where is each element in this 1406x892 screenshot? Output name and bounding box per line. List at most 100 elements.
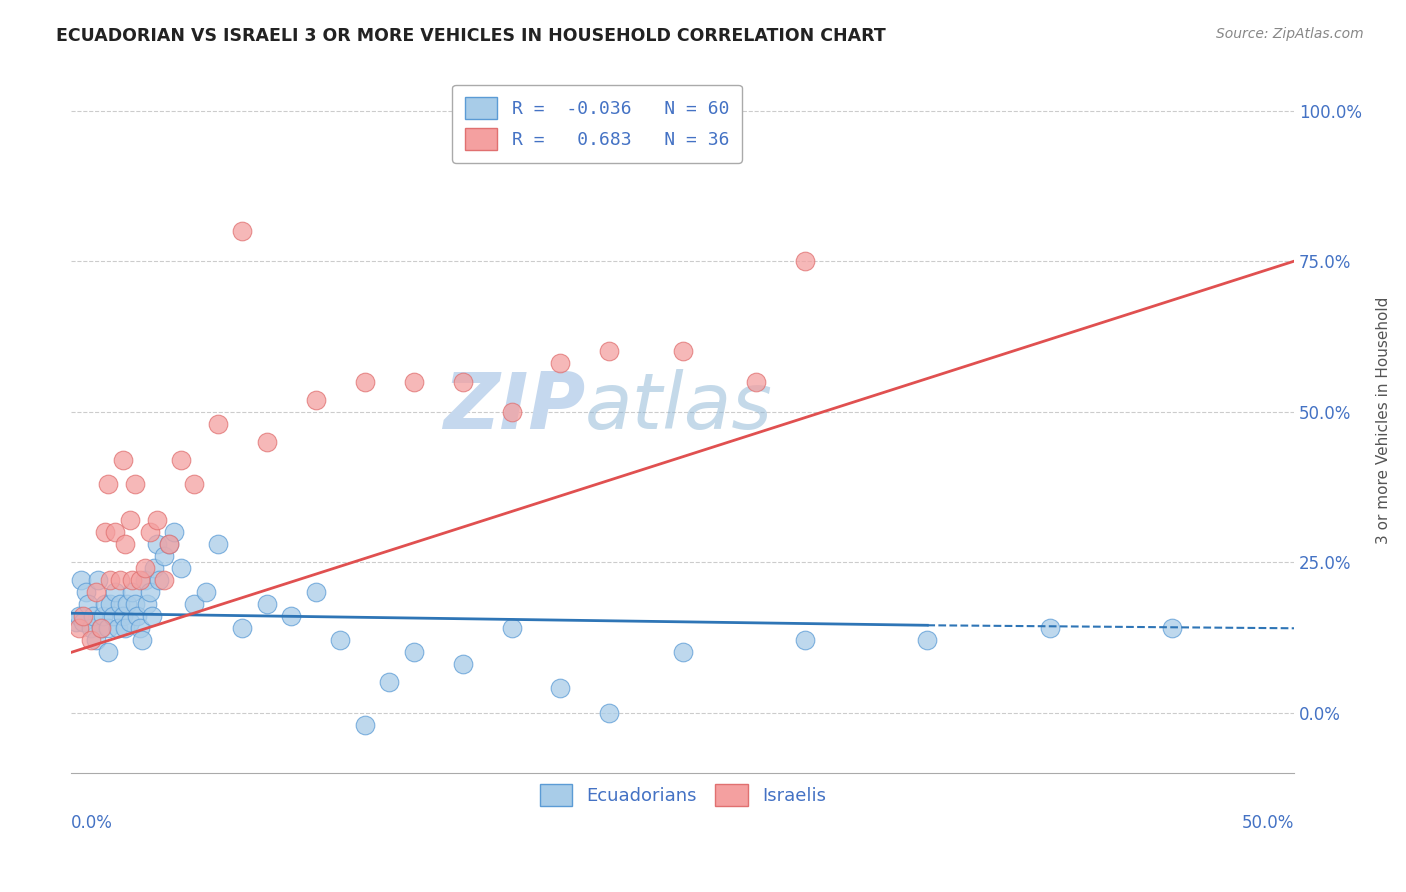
Text: 50.0%: 50.0% (1241, 814, 1295, 832)
Point (256, 597, 278, 611)
Point (672, 645, 695, 659)
Point (153, 549, 176, 563)
Point (65, 615, 87, 630)
Point (72, 615, 94, 630)
Point (100, 597, 122, 611)
Point (207, 537, 229, 551)
Point (183, 597, 205, 611)
Point (72, 609, 94, 624)
Point (118, 513, 141, 527)
Point (1161, 621, 1184, 635)
Point (194, 585, 217, 599)
Point (153, 573, 176, 587)
Point (143, 561, 166, 575)
Point (97, 645, 120, 659)
Text: ECUADORIAN VS ISRAELI 3 OR MORE VEHICLES IN HOUSEHOLD CORRELATION CHART: ECUADORIAN VS ISRAELI 3 OR MORE VEHICLES… (56, 27, 886, 45)
Point (67, 621, 90, 635)
Point (121, 585, 143, 599)
Point (108, 573, 131, 587)
Text: atlas: atlas (585, 368, 773, 444)
Point (305, 392, 328, 407)
Text: 0.0%: 0.0% (72, 814, 112, 832)
Legend: Ecuadorians, Israelis: Ecuadorians, Israelis (533, 777, 834, 813)
Point (111, 452, 134, 467)
Point (1039, 621, 1062, 635)
Point (75, 585, 97, 599)
Point (104, 524, 127, 539)
Point (67, 609, 90, 624)
Point (598, 344, 620, 359)
Point (94, 597, 117, 611)
Point (353, 375, 375, 389)
Point (305, 585, 328, 599)
Point (97, 476, 120, 491)
Text: ZIP: ZIP (443, 368, 585, 444)
Point (100, 573, 122, 587)
Text: Source: ZipAtlas.com: Source: ZipAtlas.com (1216, 27, 1364, 41)
Point (672, 344, 695, 359)
Point (124, 476, 146, 491)
Point (136, 597, 159, 611)
Point (101, 609, 124, 624)
Point (128, 621, 150, 635)
Point (146, 537, 169, 551)
Point (82, 609, 104, 624)
Point (157, 537, 180, 551)
Point (128, 573, 150, 587)
Point (451, 375, 474, 389)
Point (138, 585, 160, 599)
Point (794, 254, 817, 268)
Y-axis label: 3 or more Vehicles in Household: 3 or more Vehicles in Household (1376, 297, 1391, 544)
Point (148, 573, 170, 587)
Point (402, 375, 425, 389)
Point (107, 621, 129, 635)
Point (231, 224, 253, 238)
Point (114, 537, 136, 551)
Point (917, 633, 939, 648)
Point (127, 609, 149, 624)
Point (329, 633, 352, 648)
Point (501, 404, 523, 418)
Point (118, 615, 141, 630)
Point (97, 621, 120, 635)
Point (170, 561, 193, 575)
Point (794, 633, 817, 648)
Point (550, 681, 572, 696)
Point (104, 585, 127, 599)
Point (117, 597, 139, 611)
Point (77, 597, 100, 611)
Point (550, 356, 572, 370)
Point (114, 621, 136, 635)
Point (207, 417, 229, 431)
Point (90, 621, 112, 635)
Point (157, 537, 180, 551)
Point (108, 597, 131, 611)
Point (84, 585, 107, 599)
Point (598, 706, 620, 720)
Point (91, 609, 114, 624)
Point (163, 524, 186, 539)
Point (280, 609, 302, 624)
Point (134, 573, 156, 587)
Point (121, 573, 143, 587)
Point (745, 375, 768, 389)
Point (170, 452, 193, 467)
Point (402, 645, 425, 659)
Point (111, 609, 134, 624)
Point (80, 621, 103, 635)
Point (94, 524, 117, 539)
Point (146, 513, 169, 527)
Point (353, 717, 375, 731)
Point (84, 633, 107, 648)
Point (183, 476, 205, 491)
Point (131, 633, 153, 648)
Point (70, 573, 93, 587)
Point (231, 621, 253, 635)
Point (256, 434, 278, 449)
Point (134, 561, 156, 575)
Point (90, 621, 112, 635)
Point (451, 657, 474, 672)
Point (124, 597, 146, 611)
Point (80, 633, 103, 648)
Point (501, 621, 523, 635)
